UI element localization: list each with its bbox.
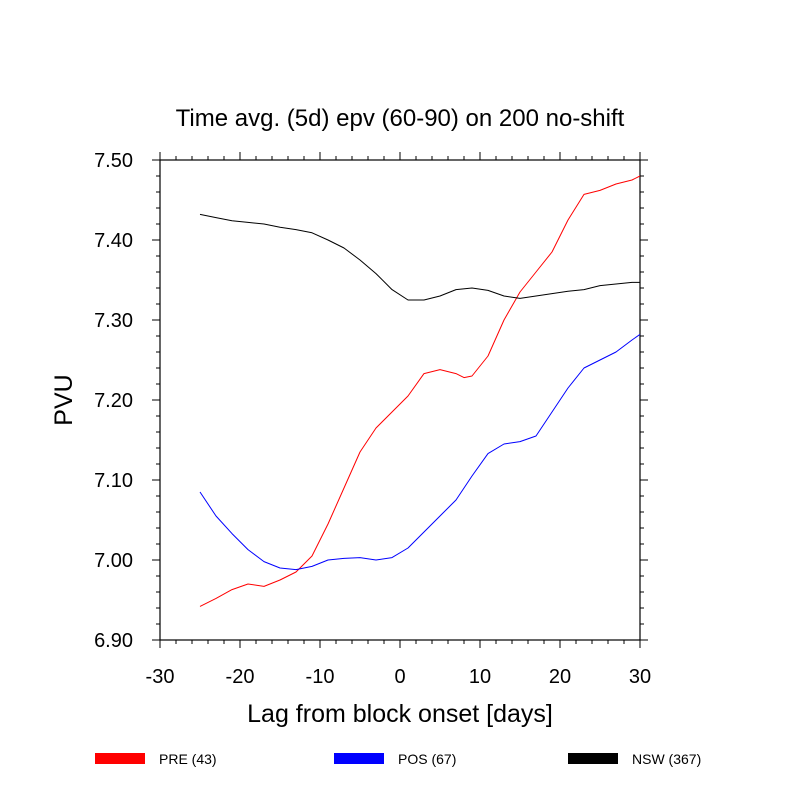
- legend-swatch-pre: [95, 753, 145, 764]
- legend-item-pre: PRE (43): [95, 751, 217, 767]
- x-tick-label: 10: [469, 666, 491, 688]
- major-ticks: [152, 152, 648, 648]
- legend-label-nsw: NSW (367): [632, 751, 701, 767]
- plot-frame: [159, 159, 641, 641]
- legend-label-pos: POS (67): [398, 751, 456, 767]
- series-line-pos: [199, 333, 641, 571]
- series-line-nsw: [199, 213, 640, 301]
- x-tick-label: 20: [549, 666, 571, 688]
- legend-item-nsw: NSW (367): [568, 751, 701, 767]
- y-axis-label: PVU: [50, 374, 78, 425]
- legend-swatch-nsw: [568, 753, 618, 764]
- x-tick-label: 30: [629, 666, 651, 688]
- x-axis-label: Lag from block onset [days]: [247, 700, 553, 728]
- y-tick-label: 7.00: [94, 550, 133, 572]
- x-tick-label: -30: [146, 666, 175, 688]
- chart-title: Time avg. (5d) epv (60-90) on 200 no-shi…: [176, 105, 625, 132]
- y-tick-label: 7.20: [94, 390, 133, 412]
- x-tick-label: -10: [306, 666, 335, 688]
- y-tick-label: 7.30: [94, 310, 133, 332]
- x-tick-label: -20: [226, 666, 255, 688]
- series-line-pre: [199, 175, 641, 607]
- legend-item-pos: POS (67): [334, 751, 456, 767]
- y-tick-labels: 6.90 7.00 7.10 7.20 7.30 7.40 7.50: [94, 150, 133, 652]
- y-tick-label: 6.90: [94, 630, 133, 652]
- minor-ticks: [156, 156, 644, 644]
- y-tick-label: 7.50: [94, 150, 133, 172]
- x-tick-label: 0: [394, 666, 405, 688]
- legend-label-pre: PRE (43): [159, 751, 217, 767]
- legend: PRE (43) POS (67) NSW (367): [95, 751, 701, 767]
- y-tick-label: 7.40: [94, 230, 133, 252]
- y-tick-label: 7.10: [94, 470, 133, 492]
- series-lines: [199, 175, 641, 607]
- plot-border: [159, 159, 641, 641]
- legend-swatch-pos: [334, 753, 384, 764]
- x-tick-labels: -30 -20 -10 0 10 20 30: [146, 666, 652, 688]
